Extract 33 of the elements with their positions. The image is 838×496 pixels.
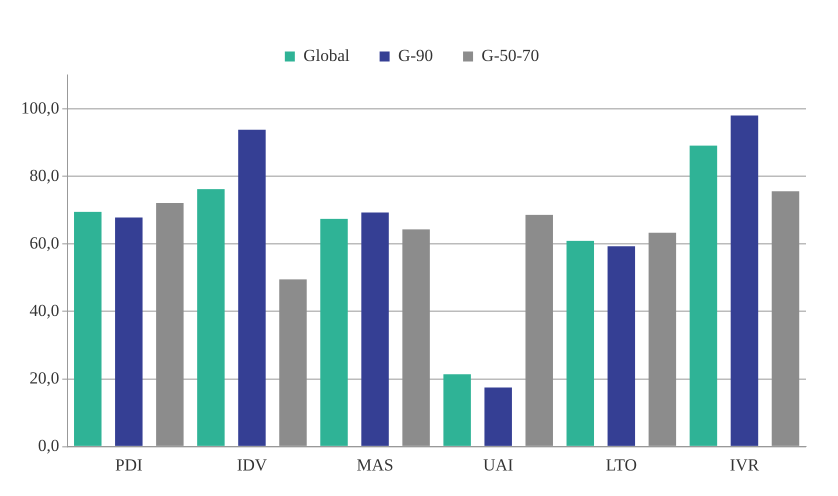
legend-label: G-50-70 xyxy=(482,46,540,65)
y-tick-label: 40,0 xyxy=(30,300,60,320)
y-tick-label: 100,0 xyxy=(21,98,60,118)
bar xyxy=(443,374,471,446)
bar xyxy=(156,203,184,446)
bar xyxy=(197,189,225,446)
x-tick-label: IDV xyxy=(236,455,268,474)
y-tick-label: 80,0 xyxy=(30,166,60,185)
bar xyxy=(74,212,102,446)
x-tick-label: LTO xyxy=(606,455,637,474)
bar xyxy=(608,246,636,446)
bar xyxy=(648,232,676,446)
bar xyxy=(525,214,553,446)
bar xyxy=(402,229,430,446)
legend-label: Global xyxy=(303,46,350,65)
y-tick-label: 0,0 xyxy=(38,436,60,456)
bar xyxy=(115,218,143,446)
legend-label: G-90 xyxy=(398,46,434,65)
y-tick-label: 60,0 xyxy=(30,233,60,252)
x-tick-label: MAS xyxy=(356,455,394,474)
bar xyxy=(238,130,266,446)
bar xyxy=(772,191,800,446)
bar xyxy=(320,218,348,446)
x-tick-label: IVR xyxy=(730,455,760,474)
x-tick-label: PDI xyxy=(115,455,143,474)
bar xyxy=(361,212,389,446)
x-tick-label: UAI xyxy=(483,455,514,474)
bar xyxy=(690,146,718,446)
bar xyxy=(279,279,307,446)
bar xyxy=(566,240,594,446)
y-tick-label: 20,0 xyxy=(30,368,60,388)
bar xyxy=(484,387,512,446)
bar xyxy=(730,116,758,446)
